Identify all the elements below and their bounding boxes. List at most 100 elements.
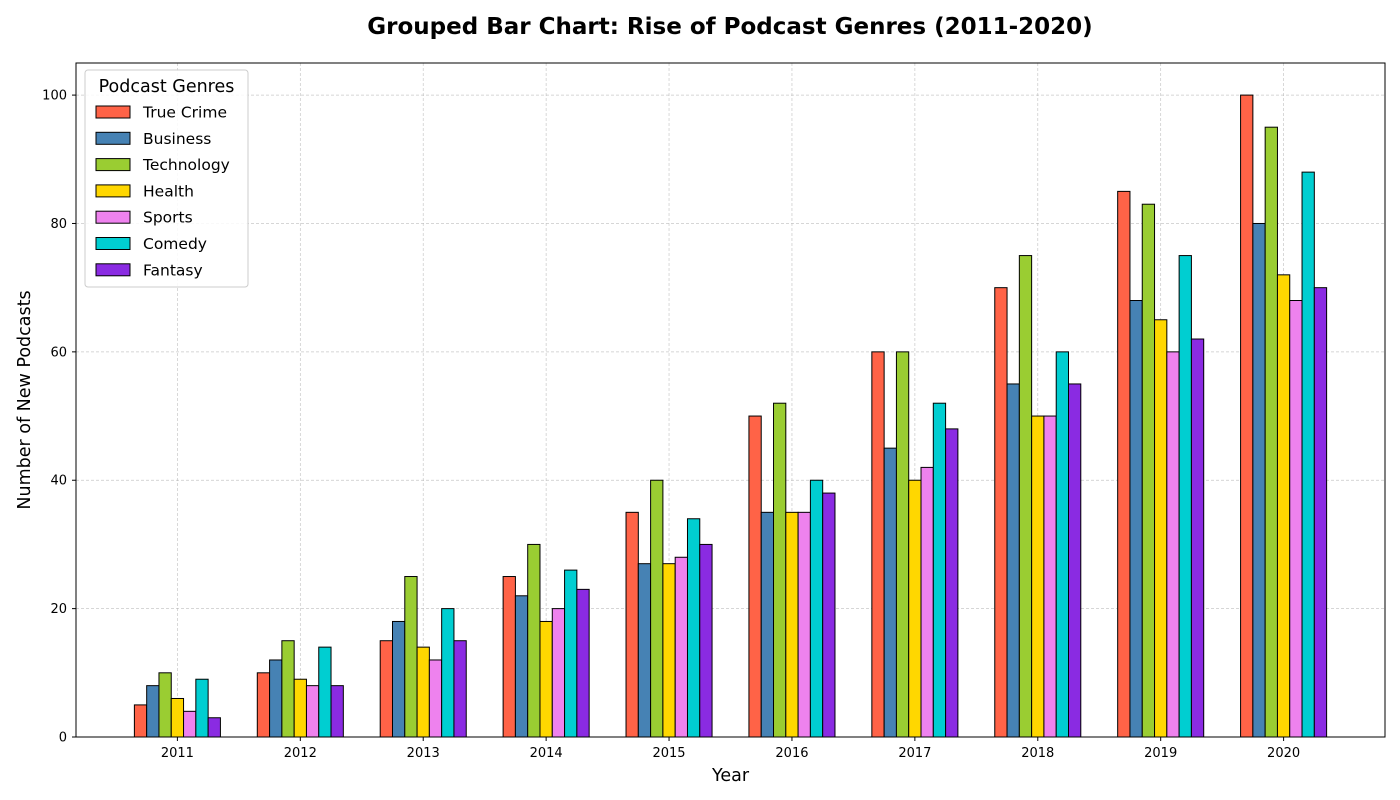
bar-fantasy-2015 bbox=[699, 543, 713, 738]
bars bbox=[133, 94, 1328, 738]
y-tick-label: 20 bbox=[50, 602, 67, 617]
bar-business-2019 bbox=[1129, 300, 1143, 738]
legend: Podcast Genres True Crime Business Technol… bbox=[84, 69, 249, 288]
legend-label-true-crime: True Crime bbox=[142, 104, 227, 122]
bar-true-crime-2012 bbox=[256, 672, 271, 738]
legend-swatch-fantasy bbox=[95, 263, 131, 277]
bar-comedy-2013 bbox=[441, 608, 455, 738]
bar-comedy-2015 bbox=[686, 518, 701, 738]
bar-fantasy-2020 bbox=[1313, 287, 1328, 738]
bar-comedy-2017 bbox=[932, 402, 947, 738]
bar-true-crime-2017 bbox=[871, 351, 885, 738]
bar-technology-2014 bbox=[527, 543, 541, 738]
bar-fantasy-2019 bbox=[1190, 338, 1205, 738]
legend-swatch-business bbox=[95, 131, 131, 145]
bar-business-2015 bbox=[637, 563, 652, 738]
bar-health-2017 bbox=[908, 479, 922, 738]
bar-sports-2019 bbox=[1166, 351, 1180, 738]
bar-sports-2020 bbox=[1289, 300, 1303, 738]
bar-true-crime-2016 bbox=[748, 415, 762, 738]
bar-true-crime-2013 bbox=[379, 640, 393, 738]
legend-label-business: Business bbox=[143, 130, 211, 148]
chart-title: Grouped Bar Chart: Rise of Podcast Genre… bbox=[367, 14, 1092, 40]
bar-health-2018 bbox=[1031, 415, 1045, 738]
bar-fantasy-2016 bbox=[822, 492, 836, 738]
bar-comedy-2014 bbox=[564, 569, 578, 738]
bar-fantasy-2012 bbox=[330, 685, 344, 738]
bar-sports-2011 bbox=[183, 710, 197, 738]
legend-swatch-technology bbox=[95, 158, 131, 172]
bar-comedy-2018 bbox=[1055, 351, 1070, 738]
y-tick-label: 40 bbox=[50, 474, 67, 489]
legend-label-technology: Technology bbox=[142, 156, 230, 174]
bar-health-2013 bbox=[416, 646, 430, 738]
bar-sports-2013 bbox=[428, 659, 443, 738]
x-tick-label: 2013 bbox=[407, 746, 440, 761]
legend-swatch-sports bbox=[95, 210, 131, 224]
bar-business-2017 bbox=[883, 447, 897, 738]
bar-health-2015 bbox=[662, 563, 676, 738]
y-axis-label: Number of New Podcasts bbox=[15, 290, 35, 509]
bar-technology-2018 bbox=[1018, 255, 1033, 738]
bar-sports-2014 bbox=[551, 608, 566, 738]
bar-comedy-2011 bbox=[195, 678, 209, 738]
bar-business-2011 bbox=[146, 685, 160, 738]
bar-true-crime-2014 bbox=[502, 576, 516, 738]
bar-business-2020 bbox=[1252, 222, 1266, 738]
bar-true-crime-2019 bbox=[1117, 190, 1131, 738]
bar-true-crime-2018 bbox=[994, 287, 1008, 738]
bar-true-crime-2015 bbox=[625, 511, 639, 738]
bar-health-2019 bbox=[1154, 319, 1168, 738]
y-tick-label: 60 bbox=[50, 345, 67, 360]
x-tick-label: 2014 bbox=[530, 746, 563, 761]
x-tick-label: 2020 bbox=[1267, 746, 1300, 761]
bar-comedy-2020 bbox=[1301, 171, 1315, 738]
plot-frame bbox=[75, 62, 1386, 738]
x-tick-label: 2018 bbox=[1021, 746, 1054, 761]
bar-business-2014 bbox=[514, 595, 529, 738]
legend-label-fantasy: Fantasy bbox=[143, 261, 203, 279]
bar-technology-2012 bbox=[281, 640, 295, 738]
bar-business-2013 bbox=[391, 620, 406, 738]
legend-label-health: Health bbox=[143, 182, 194, 200]
x-tick-label: 2017 bbox=[898, 746, 931, 761]
bar-health-2020 bbox=[1276, 274, 1291, 738]
bar-sports-2015 bbox=[674, 556, 688, 738]
bar-technology-2015 bbox=[650, 479, 664, 738]
bar-fantasy-2017 bbox=[945, 428, 959, 738]
bar-true-crime-2011 bbox=[133, 704, 148, 738]
bar-technology-2011 bbox=[158, 672, 172, 738]
bar-fantasy-2014 bbox=[576, 588, 590, 738]
bar-business-2016 bbox=[760, 511, 775, 738]
bar-fantasy-2013 bbox=[453, 640, 467, 738]
bar-sports-2012 bbox=[305, 685, 320, 738]
legend-label-comedy: Comedy bbox=[143, 235, 207, 253]
legend-swatch-comedy bbox=[95, 237, 131, 250]
bar-business-2018 bbox=[1006, 383, 1020, 738]
bar-sports-2016 bbox=[797, 511, 811, 738]
x-tick-label: 2016 bbox=[775, 746, 808, 761]
axis-ticks: 0 20 40 60 80 100 2011 2012 2013 2014 2015 2016 2017… bbox=[42, 89, 1300, 761]
legend-swatch-true-crime bbox=[95, 105, 131, 119]
bar-health-2014 bbox=[539, 620, 553, 738]
bar-technology-2017 bbox=[895, 351, 910, 738]
bar-fantasy-2018 bbox=[1068, 383, 1082, 738]
bar-comedy-2019 bbox=[1178, 255, 1192, 738]
legend-box bbox=[84, 69, 249, 288]
bar-sports-2017 bbox=[920, 466, 934, 738]
bar-fantasy-2011 bbox=[207, 717, 221, 738]
bar-health-2012 bbox=[293, 678, 307, 738]
bar-true-crime-2020 bbox=[1240, 94, 1254, 738]
bar-business-2012 bbox=[269, 659, 283, 738]
x-axis-label: Year bbox=[711, 766, 750, 786]
legend-swatch-health bbox=[95, 184, 131, 198]
x-tick-label: 2012 bbox=[284, 746, 317, 761]
x-tick-label: 2019 bbox=[1144, 746, 1177, 761]
bar-health-2011 bbox=[170, 697, 185, 738]
bar-technology-2019 bbox=[1141, 203, 1156, 738]
y-tick-label: 100 bbox=[42, 89, 67, 104]
bar-technology-2016 bbox=[773, 402, 787, 738]
x-tick-label: 2015 bbox=[652, 746, 685, 761]
bar-technology-2020 bbox=[1264, 126, 1278, 738]
